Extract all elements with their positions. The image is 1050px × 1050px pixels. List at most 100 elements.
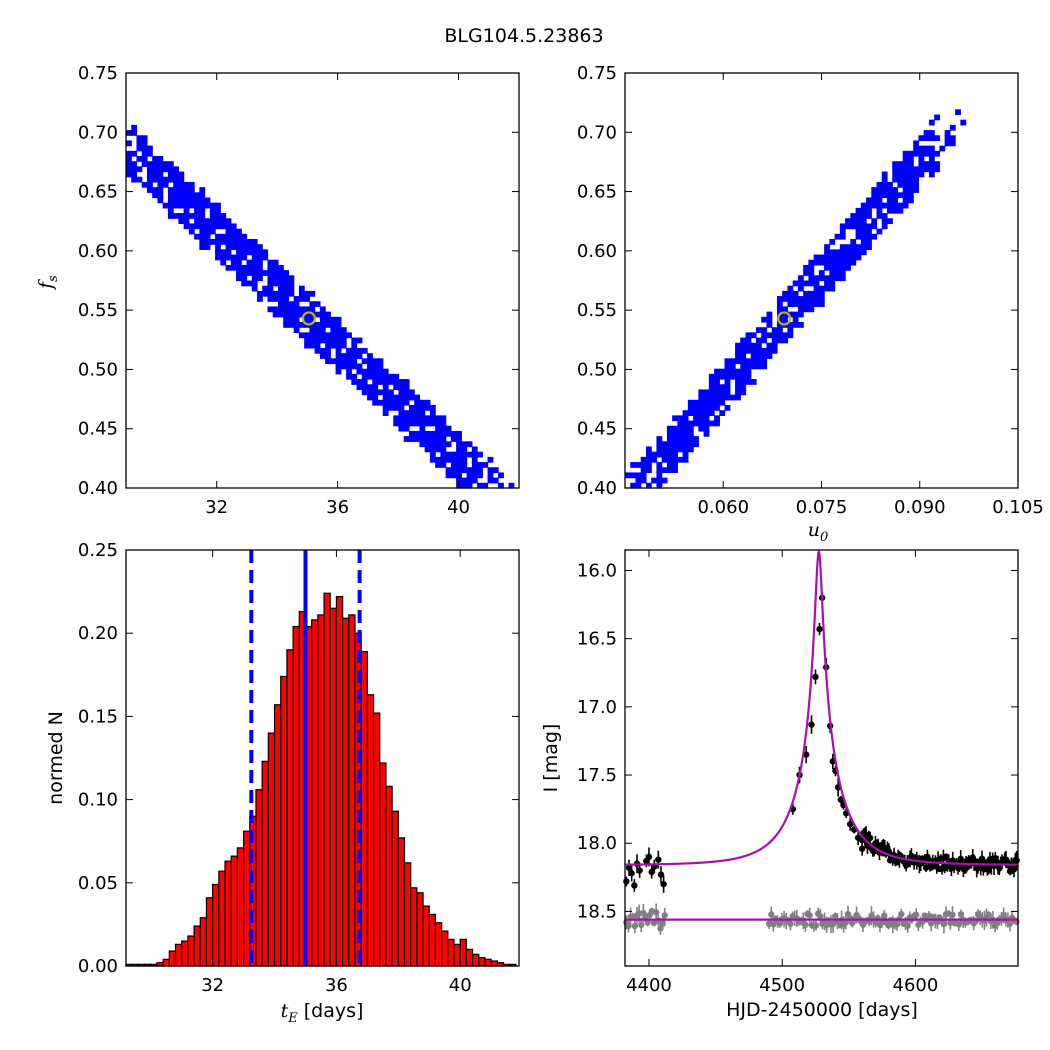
p1-best-fit-marker [301,311,316,326]
p2-density-cell [787,311,794,318]
p2-density-cell [703,410,710,416]
p1-density-cell [440,462,447,468]
p2-density-cell [703,405,710,411]
residual-point [768,911,775,918]
p2-density-cell [635,477,642,484]
p1-density-cell [157,197,164,204]
p1-density-cell [325,342,331,349]
p1-density-cell [131,161,138,167]
p1-density-cell [414,430,421,437]
p1-density-cell [419,436,426,442]
p2-density-cell [818,285,825,292]
p2-density-cell [907,156,914,162]
p2-density-cell [672,430,678,437]
p3-ytick-label: 0.25 [78,540,118,561]
p1-density-cell [450,467,457,474]
p1-density-cell [283,275,290,282]
p1-density-cell [492,467,499,474]
p1-density-cell [340,358,347,365]
p2-density-cell [698,389,705,396]
p1-density-cell [277,280,284,287]
p1-density-cell [435,415,441,422]
p1-density-cell [319,306,326,313]
p2-density-cell [845,223,851,230]
p2-density-cell [782,296,789,302]
p2-xtick-label: 0.060 [697,497,749,518]
p2-density-cell [740,373,747,380]
p1-density-cell [183,207,190,214]
p1-density-cell [408,430,415,437]
p2-density-cell [808,270,815,276]
p2-density-cell [839,259,846,266]
p1-density-cell [283,322,290,328]
p1-density-cell [146,145,153,152]
p2-density-cell [892,161,899,167]
p1-density-cell [157,176,164,183]
p2-density-cell [714,399,720,406]
p1-density-cell [236,239,242,245]
p1-density-cell [262,254,269,261]
p3-xtick-label: 32 [201,975,224,996]
p4-xtick-label: 4600 [893,975,939,996]
p1-ytick-label: 0.75 [78,63,118,84]
p2-density-cell [656,482,663,489]
p1-density-cell [267,264,274,271]
p1-density-cell [377,399,384,406]
p2-density-cell [693,415,699,422]
p2-density-cell [907,150,914,157]
p2-density-cell [818,275,825,282]
p2-density-cell [735,389,741,396]
p2-density-cell [850,244,857,250]
p1-ytick-label: 0.65 [78,182,118,203]
p2-density-cell [693,436,699,442]
p1-density-cell [482,482,489,489]
p1-density-cell [419,410,426,416]
p1-density-cell [487,472,494,479]
residual-point [881,912,888,919]
p1-density-cell [424,399,431,406]
p2-density-cell [724,384,731,391]
p1-density-cell [382,368,389,375]
p2-density-cell [907,176,914,183]
p2-density-cell [918,150,925,157]
p2-density-cell [860,244,867,250]
p2-density-cell [860,233,867,240]
p1-density-cell [183,218,190,225]
p1-density-cell [304,316,310,323]
residual-point [940,920,948,928]
p2-density-cell [876,181,883,188]
p1-density-cell [461,482,468,489]
p1-density-cell [173,202,179,209]
p1-density-cell [173,192,179,199]
p1-density-cell [319,327,326,333]
p1-density-cell [241,239,248,245]
p2-density-cell [687,436,694,442]
p1-density-cell [314,342,321,349]
p1-density-cell [215,223,221,230]
p1-density-cell [267,306,274,313]
p2-density-cell [918,171,925,178]
p2-density-cell [666,425,673,432]
p1-density-cell [388,379,394,385]
p2-density-cell [677,420,684,427]
p1-density-cell [162,166,169,173]
p2-density-cell [866,228,872,235]
p2-density-cell [839,249,846,256]
p1-density-cell [126,161,132,167]
p1-density-cell [403,389,410,396]
p1-density-cell [372,399,379,406]
p2-density-cell [928,119,935,126]
p1-density-cell [183,181,190,188]
p2-density-cell [834,259,841,266]
p2-density-cell [939,145,946,152]
p2-density-cell [824,244,830,250]
p1-density-cell [367,389,373,396]
p2-density-cell [787,301,794,308]
data-point [978,855,986,862]
p1-density-cell [173,176,179,183]
p1-density-cell [424,441,431,448]
p1-ytick-label: 0.60 [78,241,118,262]
p2-density-cell [824,254,830,261]
p1-density-cell [267,270,274,276]
p2-density-cell [714,420,720,427]
